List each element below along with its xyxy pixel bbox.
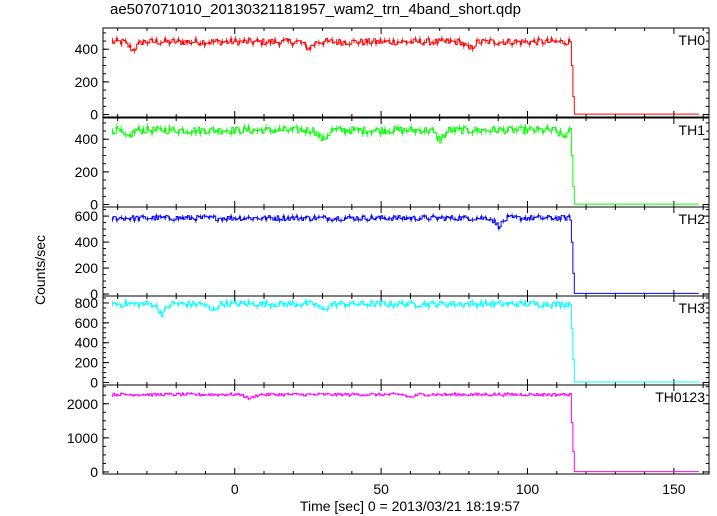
y-tick-label: 800: [75, 295, 99, 311]
series-errorbars-th0: [112, 35, 570, 54]
series-errorbars-th3: [112, 298, 570, 315]
x-tick-label: 50: [373, 481, 389, 497]
y-tick-label: 200: [75, 164, 99, 180]
y-tick-label: 0: [90, 464, 98, 480]
y-tick-label: 400: [75, 335, 99, 351]
y-tick-label: 200: [75, 74, 99, 90]
series-line-th0123: [111, 392, 699, 473]
x-tick-label: 0: [231, 481, 239, 497]
series-line-th2: [111, 215, 699, 294]
panel-label-th0: TH0: [679, 32, 706, 48]
y-tick-label: 200: [75, 260, 99, 276]
y-tick-label: 600: [75, 315, 99, 331]
chart-title: ae507071010_20130321181957_wam2_trn_4ban…: [110, 1, 521, 18]
x-axis-label: Time [sec] 0 = 2013/03/21 18:19:57: [299, 498, 521, 514]
series-line-th3: [111, 300, 699, 383]
series-line-th0: [111, 38, 699, 115]
panel-label-th1: TH1: [679, 122, 706, 138]
y-tick-label: 400: [75, 234, 99, 250]
y-tick-label: 400: [75, 41, 99, 57]
panel-frame-th0: [102, 27, 710, 118]
y-tick-label: 2000: [67, 396, 98, 412]
panel-frame-th3: [102, 295, 710, 386]
y-tick-label: 1000: [67, 430, 98, 446]
y-tick-label: 0: [90, 107, 98, 123]
panel-label-th2: TH2: [679, 211, 706, 227]
series-errorbars-th2: [112, 213, 570, 231]
y-tick-label: 0: [90, 375, 98, 391]
panel-label-th0123: TH0123: [655, 389, 705, 405]
y-tick-label: 400: [75, 131, 99, 147]
y-tick-label: 200: [75, 355, 99, 371]
y-tick-label: 600: [75, 208, 99, 224]
series-errorbars-th1: [112, 123, 570, 143]
x-tick-label: 100: [516, 481, 540, 497]
y-tick-label: 0: [90, 197, 98, 213]
series-errorbars-th0123: [112, 392, 570, 401]
y-tick-label: 0: [90, 286, 98, 302]
panel-frame-th0123: [102, 384, 710, 475]
x-tick-label: 150: [662, 481, 686, 497]
panel-label-th3: TH3: [679, 300, 706, 316]
series-line-th1: [111, 126, 699, 205]
panel-frame-th2: [102, 206, 710, 297]
